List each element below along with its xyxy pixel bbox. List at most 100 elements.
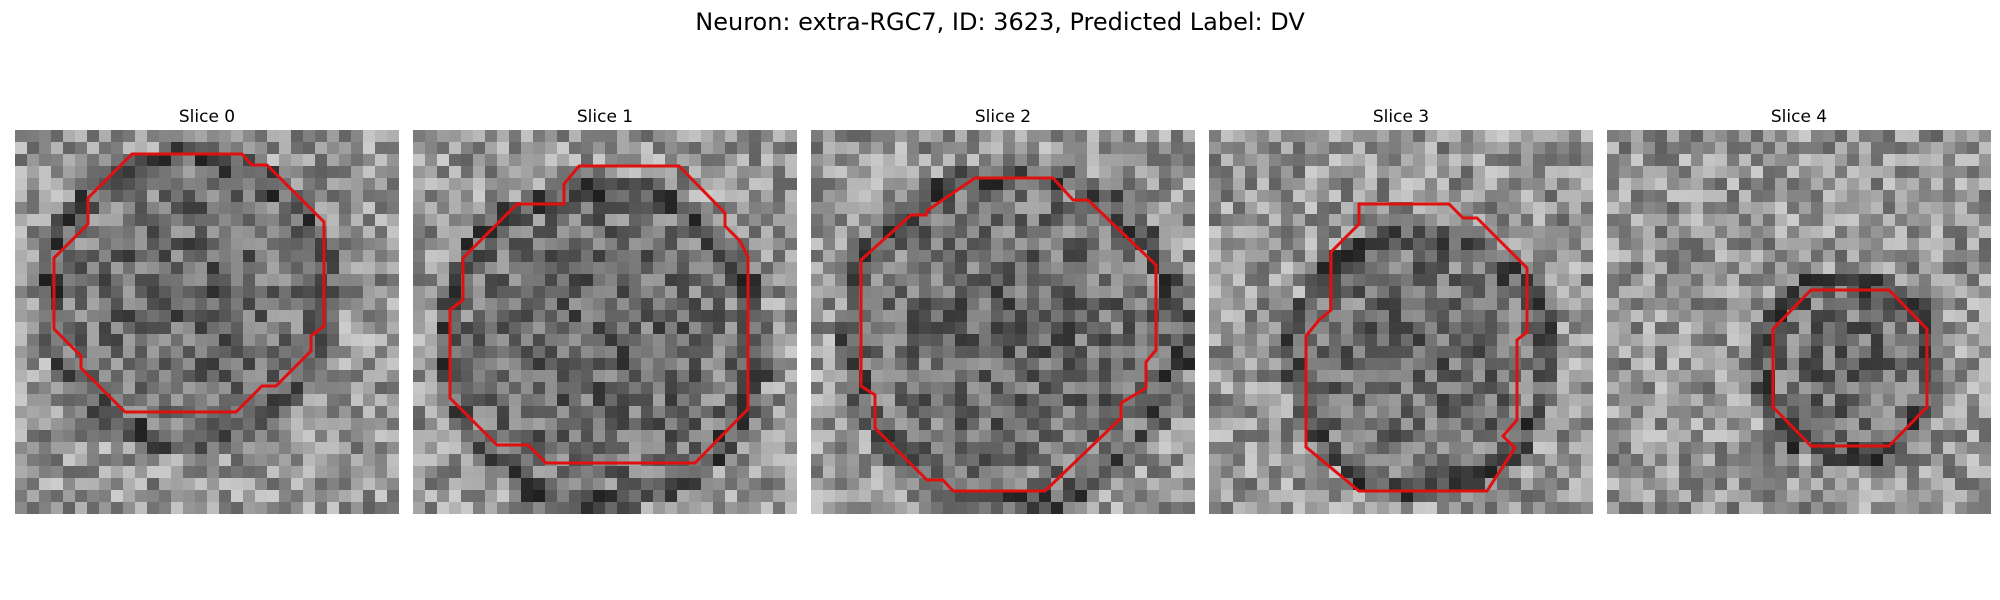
pixel-cell [557,310,570,323]
pixel-cell [231,130,244,143]
pixel-cell [1015,454,1028,467]
pixel-cell [1581,298,1593,311]
pixel-cell [195,394,208,407]
pixel-cell [1269,142,1282,155]
pixel-cell [1643,202,1656,215]
pixel-cell [473,418,486,431]
pixel-cell [473,214,486,227]
pixel-cell [1461,142,1474,155]
pixel-cell [569,442,582,455]
pixel-cell [1739,226,1752,239]
pixel-cell [1847,286,1860,299]
pixel-cell [243,478,256,491]
pixel-cell [1727,202,1740,215]
pixel-cell [1209,382,1222,395]
pixel-cell [461,322,474,335]
pixel-cell [629,406,642,419]
pixel-cell [1667,142,1680,155]
pixel-cell [943,250,956,263]
pixel-cell [123,322,136,335]
pixel-cell [461,346,474,359]
pixel-cell [39,442,52,455]
pixel-cell [1159,358,1172,371]
pixel-cell [1063,502,1076,514]
pixel-cell [895,202,908,215]
pixel-cell [761,442,774,455]
pixel-cell [1847,226,1860,239]
pixel-cell [533,502,546,514]
pixel-cell [1691,382,1704,395]
pixel-cell [1655,214,1668,227]
pixel-cell [859,418,872,431]
pixel-cell [545,418,558,431]
pixel-cell [1533,490,1546,503]
pixel-cell [147,382,160,395]
pixel-cell [99,430,112,443]
pixel-cell [713,154,726,167]
pixel-cell [1281,310,1294,323]
pixel-cell [63,334,76,347]
pixel-cell [1835,442,1848,455]
pixel-cell [413,238,426,251]
pixel-cell [569,382,582,395]
pixel-cell [605,370,618,383]
pixel-cell [27,430,40,443]
pixel-cell [255,502,268,514]
pixel-cell [1643,322,1656,335]
pixel-cell [291,334,304,347]
pixel-cell [1171,430,1184,443]
pixel-cell [1581,478,1593,491]
pixel-cell [1111,286,1124,299]
pixel-cell [123,274,136,287]
pixel-cell [545,346,558,359]
pixel-cell [713,346,726,359]
pixel-cell [375,166,388,179]
pixel-cell [231,382,244,395]
pixel-cell [1209,226,1222,239]
pixel-cell [1171,238,1184,251]
pixel-cell [231,238,244,251]
pixel-cell [689,394,702,407]
pixel-cell [1679,454,1692,467]
pixel-cell [339,202,352,215]
pixel-cell [919,322,932,335]
pixel-cell [907,370,920,383]
pixel-cell [485,406,498,419]
pixel-cell [1147,130,1160,143]
pixel-cell [533,322,546,335]
pixel-cell [859,502,872,514]
pixel-cell [689,370,702,383]
pixel-cell [1943,214,1956,227]
pixel-cell [1545,358,1558,371]
pixel-cell [291,154,304,167]
pixel-cell [1497,130,1510,143]
pixel-cell [1655,346,1668,359]
pixel-cell [1497,310,1510,323]
pixel-cell [1063,322,1076,335]
pixel-cell [1703,442,1716,455]
pixel-cell [1823,286,1836,299]
pixel-cell [943,274,956,287]
pixel-cell [1581,310,1593,323]
pixel-cell [1171,502,1184,514]
pixel-cell [1461,406,1474,419]
slice-image-1 [413,130,797,514]
pixel-cell [761,190,774,203]
pixel-cell [1341,274,1354,287]
pixel-cell [677,490,690,503]
pixel-cell [1087,502,1100,514]
pixel-cell [1703,142,1716,155]
pixel-cell [1847,346,1860,359]
pixel-cell [1075,130,1088,143]
pixel-cell [1895,130,1908,143]
pixel-cell [1027,466,1040,479]
pixel-cell [1557,490,1570,503]
pixel-cell [1967,346,1980,359]
pixel-cell [1209,190,1222,203]
pixel-cell [847,298,860,311]
pixel-cell [701,130,714,143]
pixel-cell [1569,442,1582,455]
pixel-cell [1607,190,1620,203]
pixel-cell [883,130,896,143]
pixel-cell [1305,466,1318,479]
